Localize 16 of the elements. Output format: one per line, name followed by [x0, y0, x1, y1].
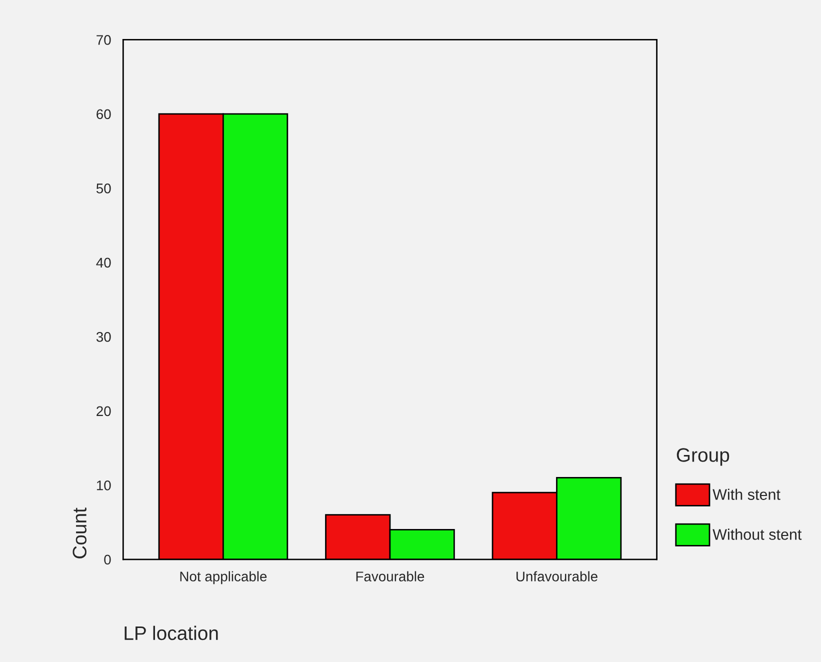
y-tick-label: 50 [96, 184, 111, 194]
y-tick-label: 20 [96, 406, 111, 416]
x-tick-label: Not applicable [180, 571, 267, 584]
y-tick-label: 30 [96, 332, 111, 342]
legend-label: With stent [712, 488, 780, 500]
y-tick-label: 40 [96, 258, 111, 268]
x-axis-title: LP location [124, 626, 218, 640]
x-tick-label: Unfavourable [516, 571, 598, 582]
y-tick-label: 60 [96, 109, 111, 120]
y-tick-label: 10 [96, 480, 111, 490]
y-tick-label: 70 [96, 35, 111, 45]
y-axis-title: Count [72, 508, 86, 558]
y-tick-label: 0 [104, 554, 111, 565]
legend-title: Group [676, 448, 730, 466]
x-tick-label: Favourable [356, 571, 424, 582]
legend-label: Without stent [712, 528, 802, 540]
